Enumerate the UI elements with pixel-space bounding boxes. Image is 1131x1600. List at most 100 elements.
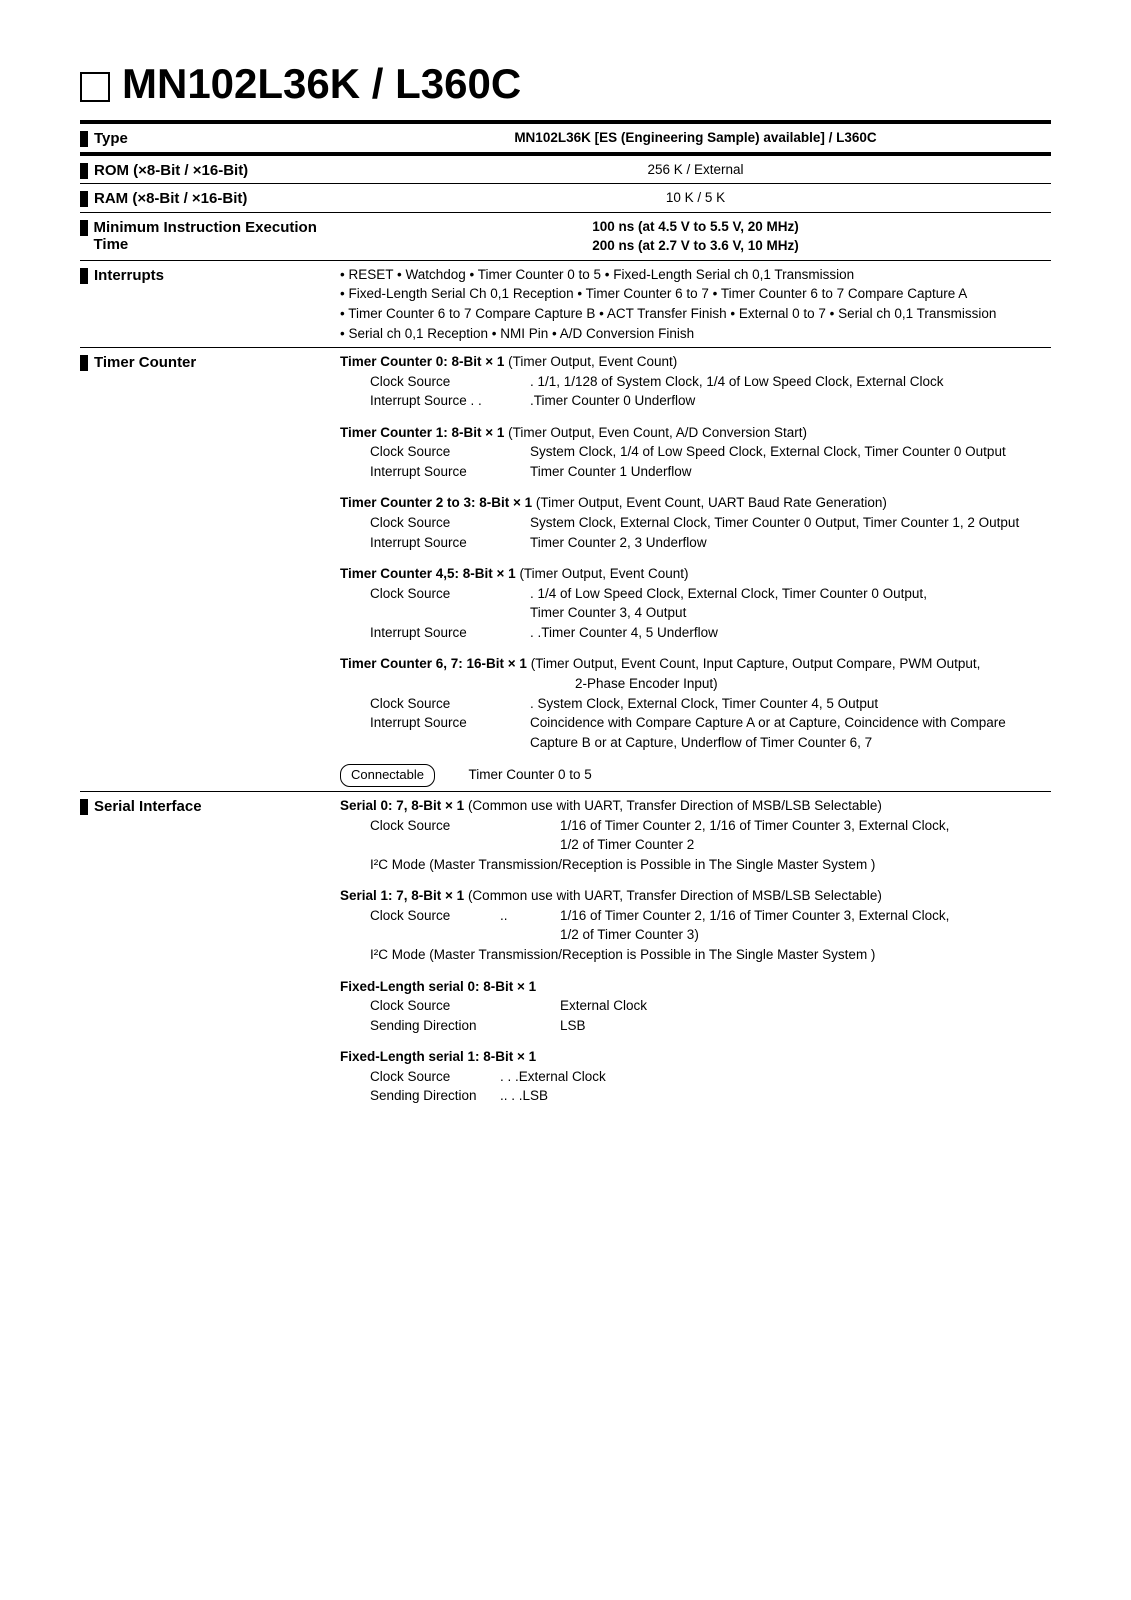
s1-clock-label: Clock Source: [370, 906, 500, 926]
s0-clock-val2: 1/2 of Timer Counter 2: [560, 835, 694, 855]
label-rom-text: ROM (×8-Bit / ×16-Bit): [94, 162, 248, 179]
tc23-clock-label: Clock Source: [370, 513, 530, 533]
label-block-icon: [80, 799, 88, 815]
label-block-icon: [80, 268, 88, 284]
row-timer: Timer Counter Timer Counter 0: 8-Bit × 1…: [80, 347, 1051, 791]
tc67-clock-val: . System Clock, External Clock, Timer Co…: [530, 694, 878, 714]
tc67-clock: Clock Source. System Clock, External Clo…: [340, 694, 1051, 714]
tc23-suffix: (Timer Output, Event Count, UART Baud Ra…: [536, 495, 887, 510]
tc0-clock-label: Clock Source: [370, 372, 530, 392]
value-timer: Timer Counter 0: 8-Bit × 1 (Timer Output…: [340, 352, 1051, 787]
label-minexec: Minimum Instruction Execution Time: [80, 217, 340, 256]
tc1-clock-val: System Clock, 1/4 of Low Speed Clock, Ex…: [530, 442, 1006, 462]
minexec-line1: 100 ns (at 4.5 V to 5.5 V, 20 MHz): [340, 217, 1051, 237]
tc1-int: Interrupt SourceTimer Counter 1 Underflo…: [340, 462, 1051, 482]
tc67-int-val: Coincidence with Compare Capture A or at…: [530, 713, 1006, 733]
label-ram: RAM (×8-Bit / ×16-Bit): [80, 188, 340, 208]
s0-clock-label: Clock Source: [370, 816, 560, 836]
row-type: Type MN102L36K [ES (Engineering Sample) …: [80, 120, 1051, 152]
label-rom: ROM (×8-Bit / ×16-Bit): [80, 160, 340, 180]
fl0-send-val: LSB: [560, 1016, 586, 1036]
tc45-clock-label: Clock Source: [370, 584, 530, 604]
spacer: [370, 674, 575, 694]
tc0-clock: Clock Source. 1/1, 1/128 of System Clock…: [340, 372, 1051, 392]
s0-clock-val: 1/16 of Timer Counter 2, 1/16 of Timer C…: [560, 816, 949, 836]
spacer: [370, 603, 530, 623]
fl0-clock-label: Clock Source: [370, 996, 560, 1016]
s0-clock2: 1/2 of Timer Counter 2: [340, 835, 1051, 855]
fl0-clock: Clock SourceExternal Clock: [340, 996, 1051, 1016]
label-block-icon: [80, 220, 88, 236]
s1-clock-dots: ..: [500, 906, 560, 926]
page-title-row: MN102L36K / L360C: [80, 60, 1051, 108]
minexec-line2: 200 ns (at 2.7 V to 3.6 V, 10 MHz): [340, 236, 1051, 256]
value-rom: 256 K / External: [340, 160, 1051, 180]
fl1-clock-val: . . .External Clock: [500, 1067, 606, 1087]
tc23-int-val: Timer Counter 2, 3 Underflow: [530, 533, 707, 553]
row-interrupts: Interrupts • RESET • Watchdog • Timer Co…: [80, 260, 1051, 347]
tc23-clock: Clock SourceSystem Clock, External Clock…: [340, 513, 1051, 533]
value-minexec: 100 ns (at 4.5 V to 5.5 V, 20 MHz) 200 n…: [340, 217, 1051, 256]
label-minexec-text: Minimum Instruction Execution Time: [94, 219, 340, 253]
s1-clock-val2: 1/2 of Timer Counter 3): [560, 925, 699, 945]
tc67-suffix: (Timer Output, Event Count, Input Captur…: [531, 656, 981, 671]
fl1-send-label: Sending Direction: [370, 1086, 500, 1106]
value-serial: Serial 0: 7, 8-Bit × 1 (Common use with …: [340, 796, 1051, 1106]
tc45-suffix: (Timer Output, Event Count): [519, 566, 688, 581]
tc1-suffix: (Timer Output, Even Count, A/D Conversio…: [508, 425, 807, 440]
tc67-suffix2-val: 2-Phase Encoder Input): [575, 674, 718, 694]
tc67-clock-label: Clock Source: [370, 694, 530, 714]
tc0-int: Interrupt Source . ..Timer Counter 0 Und…: [340, 391, 1051, 411]
tc45: Timer Counter 4,5: 8-Bit × 1 (Timer Outp…: [340, 564, 1051, 642]
spacer: [370, 925, 560, 945]
label-ram-text: RAM (×8-Bit / ×16-Bit): [94, 190, 247, 207]
fl1-send-val: .. . .LSB: [500, 1086, 548, 1106]
label-block-icon: [80, 355, 88, 371]
row-minexec: Minimum Instruction Execution Time 100 n…: [80, 212, 1051, 260]
fl1: Fixed-Length serial 1: 8-Bit × 1 Clock S…: [340, 1047, 1051, 1106]
tc67-suffix2: 2-Phase Encoder Input): [340, 674, 1051, 694]
tc45-int: Interrupt Source. .Timer Counter 4, 5 Un…: [340, 623, 1051, 643]
s0-clock: Clock Source1/16 of Timer Counter 2, 1/1…: [340, 816, 1051, 836]
label-interrupts-text: Interrupts: [94, 267, 164, 284]
tc67-title: Timer Counter 6, 7: 16-Bit × 1: [340, 656, 531, 671]
value-type: MN102L36K [ES (Engineering Sample) avail…: [340, 128, 1051, 148]
label-serial-text: Serial Interface: [94, 798, 202, 815]
tc0-title: Timer Counter 0: 8-Bit × 1: [340, 354, 508, 369]
fl0-title: Fixed-Length serial 0: 8-Bit × 1: [340, 979, 536, 994]
tc1-clock: Clock SourceSystem Clock, 1/4 of Low Spe…: [340, 442, 1051, 462]
tc1: Timer Counter 1: 8-Bit × 1 (Timer Output…: [340, 423, 1051, 482]
connectable-label: Connectable: [340, 764, 435, 787]
tc0: Timer Counter 0: 8-Bit × 1 (Timer Output…: [340, 352, 1051, 411]
tc23-title: Timer Counter 2 to 3: 8-Bit × 1: [340, 495, 536, 510]
fl0-send: Sending DirectionLSB: [340, 1016, 1051, 1036]
tc23-int-label: Interrupt Source: [370, 533, 530, 553]
label-block-icon: [80, 191, 88, 207]
s0: Serial 0: 7, 8-Bit × 1 (Common use with …: [340, 796, 1051, 874]
tc67: Timer Counter 6, 7: 16-Bit × 1 (Timer Ou…: [340, 654, 1051, 752]
label-timer: Timer Counter: [80, 352, 340, 787]
tc1-title: Timer Counter 1: 8-Bit × 1: [340, 425, 508, 440]
fl1-send: Sending Direction.. . .LSB: [340, 1086, 1051, 1106]
page-title: MN102L36K / L360C: [122, 60, 521, 108]
row-serial: Serial Interface Serial 0: 7, 8-Bit × 1 …: [80, 791, 1051, 1110]
tc23-int: Interrupt SourceTimer Counter 2, 3 Under…: [340, 533, 1051, 553]
spacer: [370, 835, 560, 855]
value-interrupts: • RESET • Watchdog • Timer Counter 0 to …: [340, 265, 1051, 343]
title-box-icon: [80, 72, 110, 102]
fl0-clock-val: External Clock: [560, 996, 647, 1016]
s1-clock-val: 1/16 of Timer Counter 2, 1/16 of Timer C…: [560, 906, 949, 926]
spacer: [370, 733, 530, 753]
tc23: Timer Counter 2 to 3: 8-Bit × 1 (Timer O…: [340, 493, 1051, 552]
s1-suffix: (Common use with UART, Transfer Directio…: [468, 888, 882, 903]
label-block-icon: [80, 131, 88, 147]
row-ram: RAM (×8-Bit / ×16-Bit) 10 K / 5 K: [80, 183, 1051, 212]
tc45-clock-val: . 1/4 of Low Speed Clock, External Clock…: [530, 584, 927, 604]
label-serial: Serial Interface: [80, 796, 340, 1106]
fl1-clock: Clock Source. . .External Clock: [340, 1067, 1051, 1087]
tc45-clock: Clock Source. 1/4 of Low Speed Clock, Ex…: [340, 584, 1051, 604]
fl0: Fixed-Length serial 0: 8-Bit × 1 Clock S…: [340, 977, 1051, 1036]
label-type-text: Type: [94, 130, 128, 147]
tc67-int: Interrupt SourceCoincidence with Compare…: [340, 713, 1051, 733]
tc1-int-label: Interrupt Source: [370, 462, 530, 482]
